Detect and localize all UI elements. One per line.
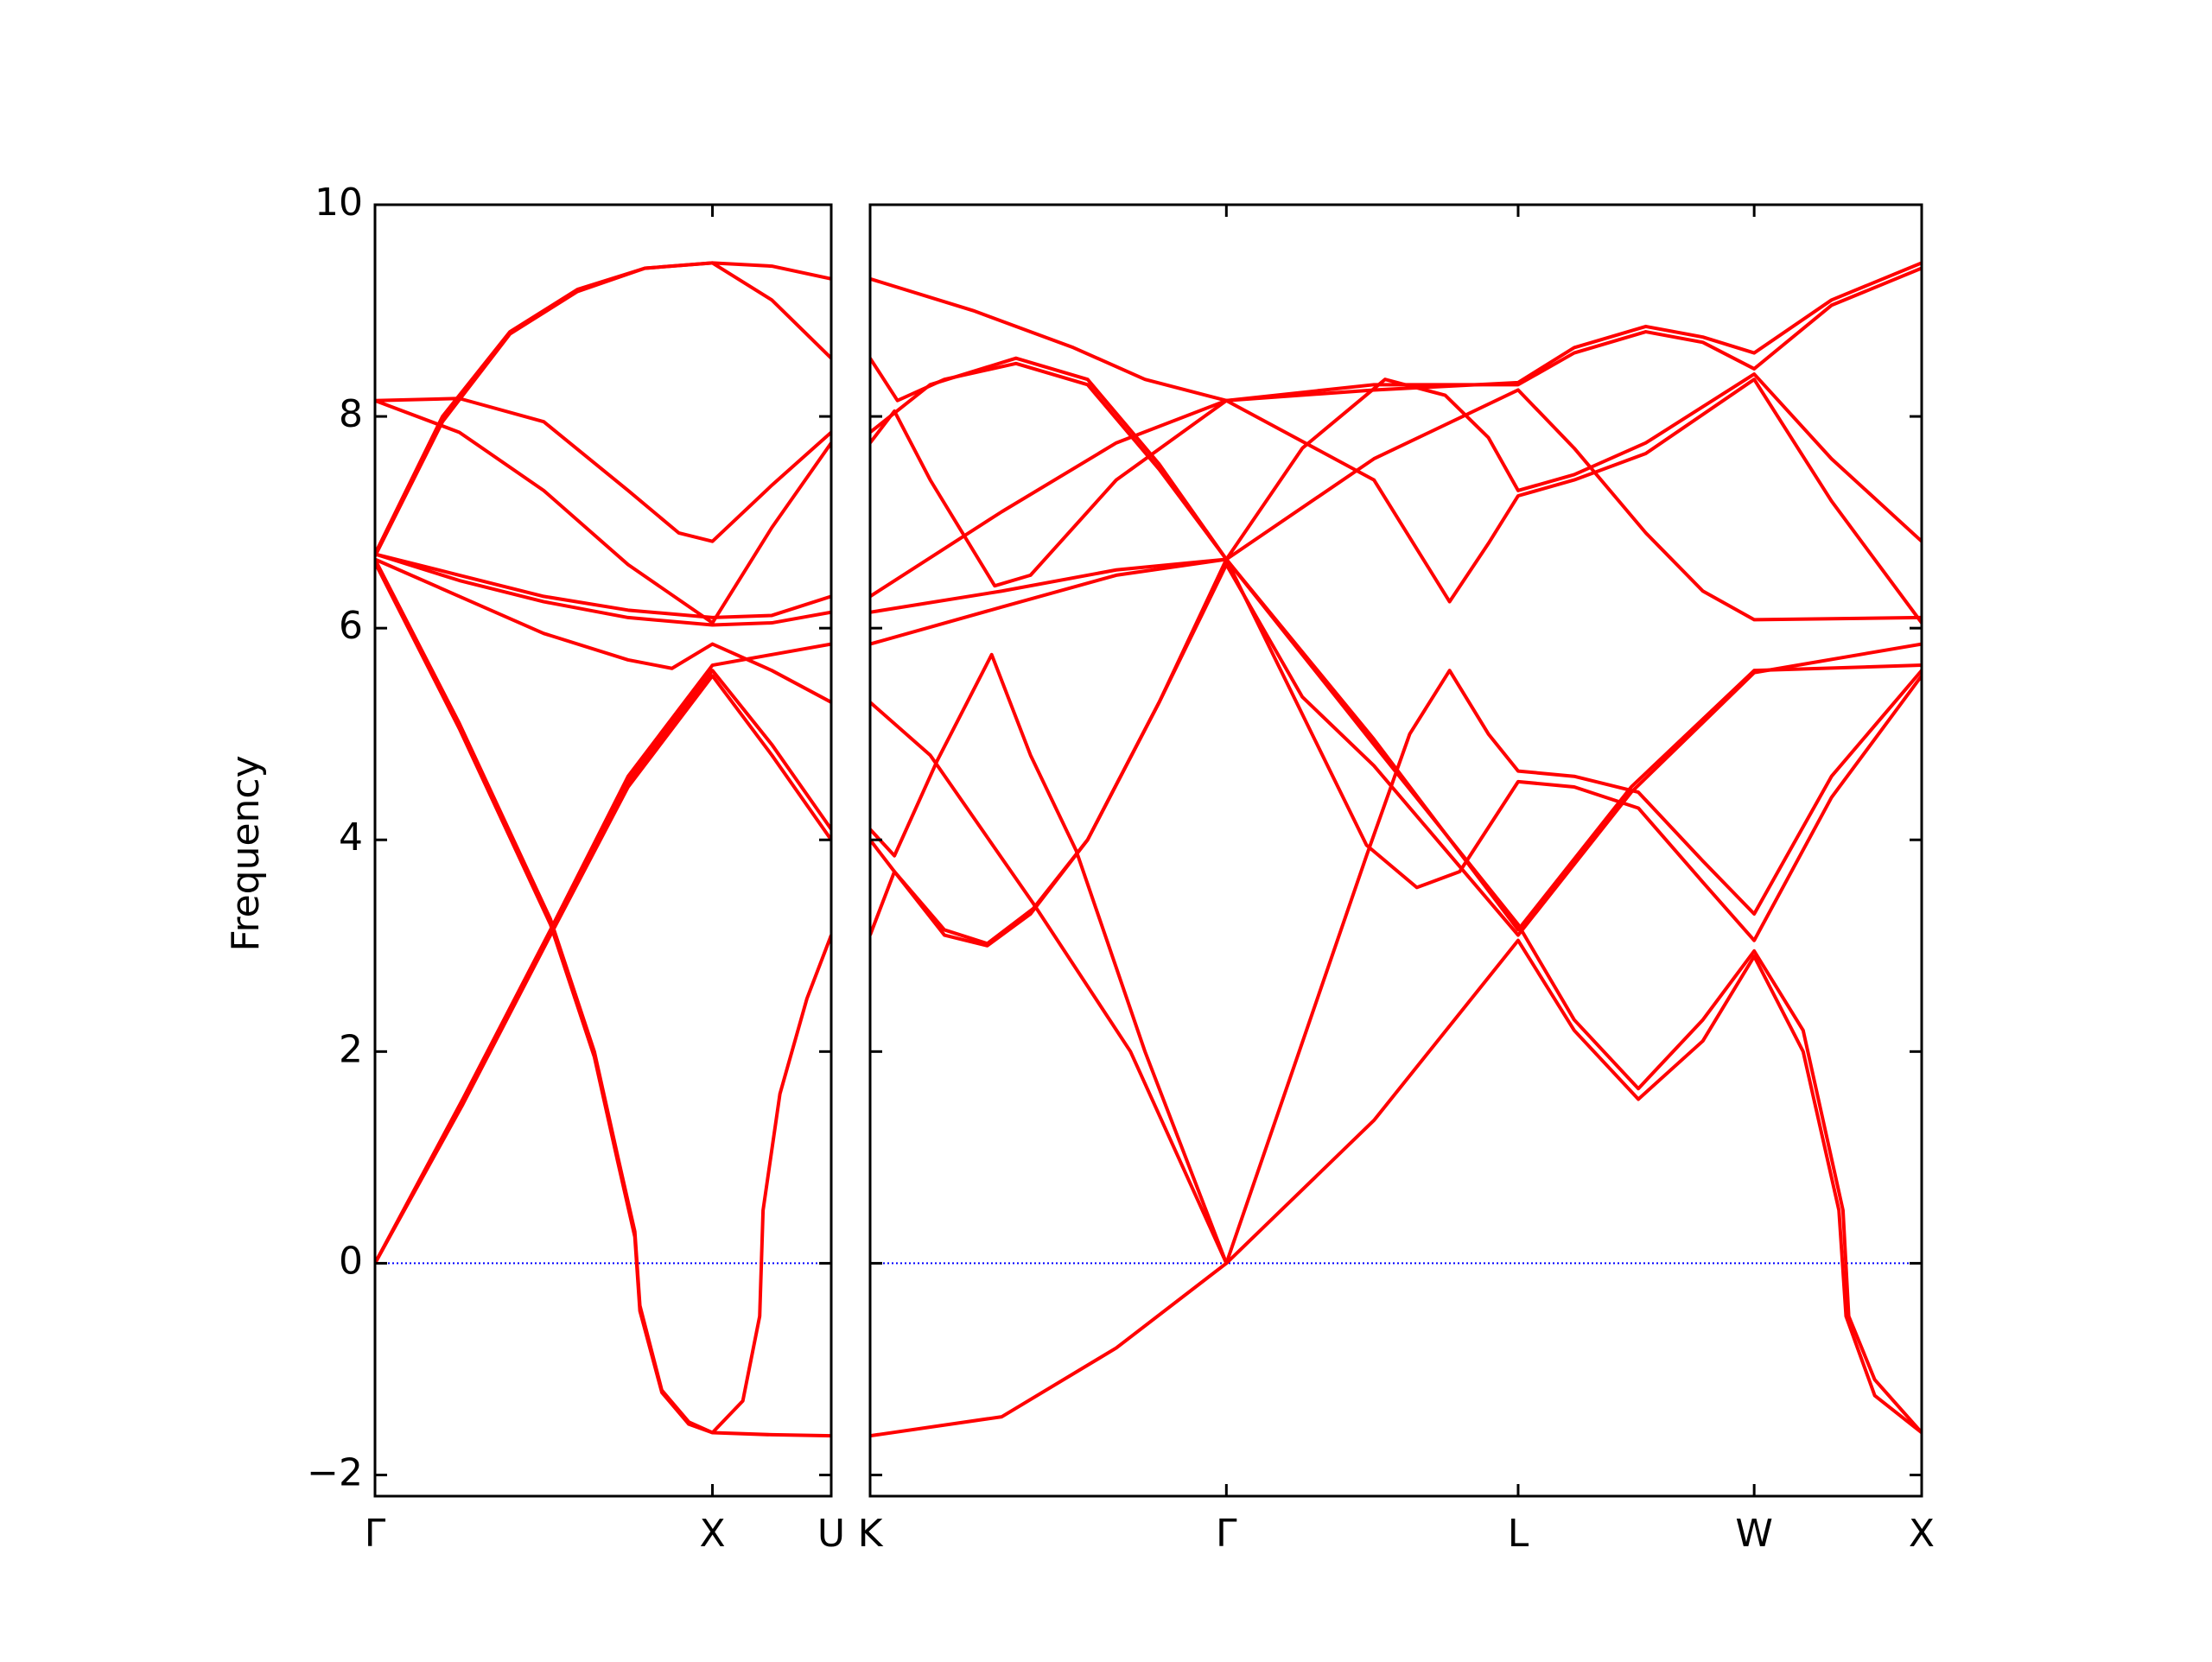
x-tick-label: X xyxy=(699,1512,725,1556)
band-line xyxy=(375,261,831,557)
band-line xyxy=(375,557,831,704)
band-line xyxy=(870,557,1922,942)
y-tick-label: 0 xyxy=(339,1239,363,1283)
x-tick-label: Γ xyxy=(365,1512,386,1556)
band-line xyxy=(375,398,831,625)
y-tick-label: 10 xyxy=(315,181,363,225)
y-axis-label: Frequency xyxy=(224,755,268,951)
band-line xyxy=(870,357,1922,561)
band-line xyxy=(375,552,831,627)
y-tick-label: 2 xyxy=(339,1027,363,1071)
x-tick-label: U xyxy=(817,1512,845,1556)
band-line xyxy=(375,396,831,543)
band-line xyxy=(375,561,831,1435)
x-tick-label: X xyxy=(1909,1512,1935,1556)
band-line xyxy=(870,669,1922,1266)
y-tick-label: −2 xyxy=(307,1450,363,1494)
x-tick-label: W xyxy=(1735,1512,1773,1556)
x-tick-label: Γ xyxy=(1216,1512,1237,1556)
band-line xyxy=(870,557,1922,1434)
band-line xyxy=(870,266,1922,599)
x-tick-label: K xyxy=(858,1512,884,1556)
y-tick-label: 6 xyxy=(339,604,363,648)
band-line xyxy=(870,652,1229,1265)
band-line xyxy=(870,938,1922,1438)
y-tick-label: 4 xyxy=(339,815,363,860)
band-line xyxy=(870,377,1922,625)
band-line xyxy=(375,552,831,619)
band-line xyxy=(870,356,1922,622)
band-line xyxy=(870,562,1922,946)
x-tick-label: L xyxy=(1508,1512,1529,1556)
panel-frame xyxy=(868,203,1923,1498)
y-tick-label: 8 xyxy=(339,392,363,436)
band-line xyxy=(375,669,831,1265)
band-line xyxy=(870,261,1922,403)
panel-frame xyxy=(373,203,833,1498)
